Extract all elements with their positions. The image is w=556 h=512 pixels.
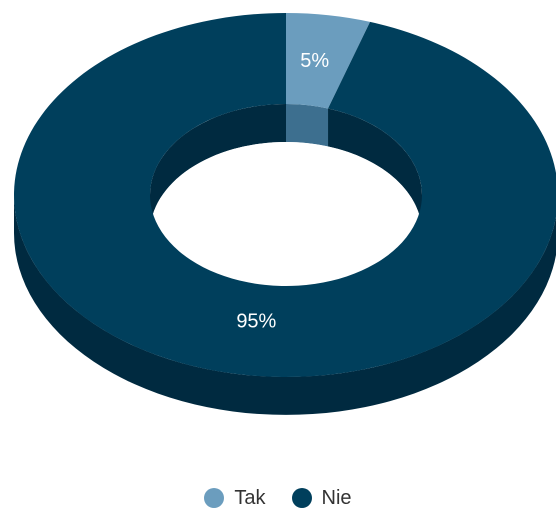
outer-wall-nie — [14, 195, 556, 415]
legend-label-nie: Nie — [321, 486, 352, 509]
inner-wall-tak — [286, 104, 329, 147]
slice-tak[interactable] — [286, 13, 371, 109]
legend-item-tak[interactable]: Tak — [204, 486, 266, 510]
legend-label-tak: Tak — [234, 486, 266, 509]
chart-legend: Tak Nie — [0, 484, 556, 512]
legend-swatch-tak — [204, 488, 225, 508]
legend-swatch-nie — [291, 488, 312, 508]
slice-label-tak: 5% — [300, 50, 329, 72]
slice-label-nie: 95% — [236, 310, 276, 332]
inner-wall-nie — [150, 104, 286, 233]
inner-wall-nie — [328, 108, 422, 233]
slice-nie[interactable] — [14, 13, 556, 377]
legend-item-nie[interactable]: Nie — [291, 486, 352, 510]
